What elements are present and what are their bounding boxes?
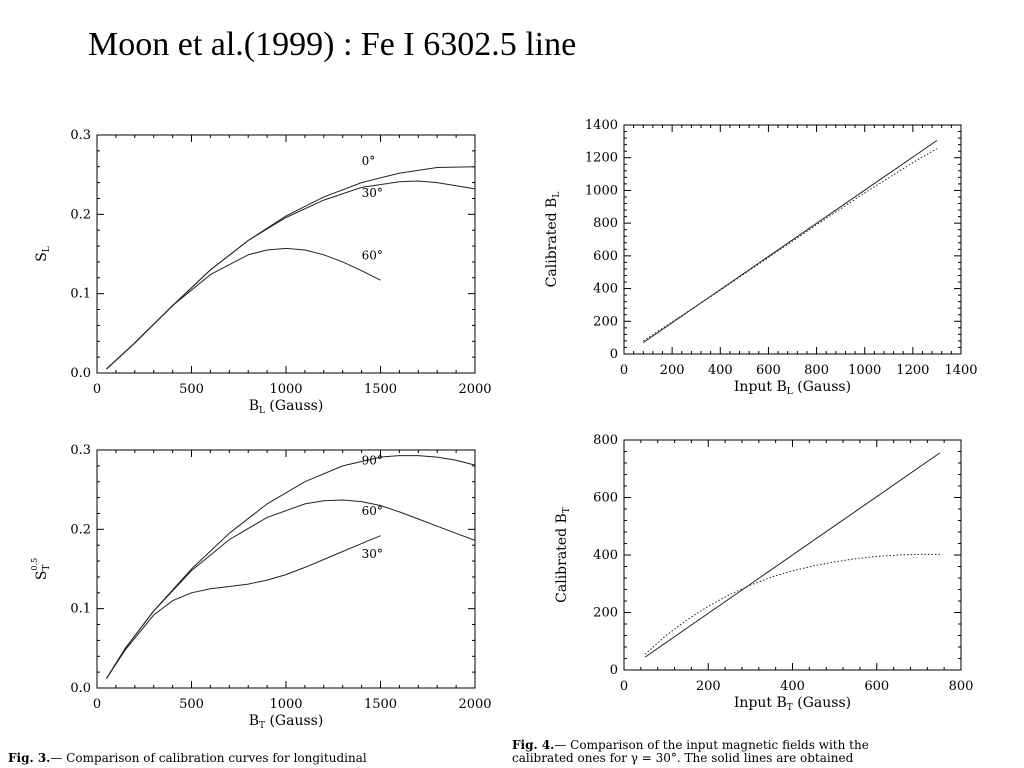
y-tick-label: 400 bbox=[593, 282, 618, 297]
y-tick-label: 0.1 bbox=[70, 602, 91, 617]
y-tick-label: 0.0 bbox=[70, 366, 91, 381]
x-tick-label: 1500 bbox=[364, 382, 397, 397]
x-axis-label: Input BT (Gauss) bbox=[734, 695, 851, 713]
x-tick-label: 600 bbox=[864, 679, 889, 694]
x-tick-label: 1000 bbox=[848, 363, 881, 378]
series-line-3 bbox=[106, 535, 381, 679]
x-axis-label: BT (Gauss) bbox=[249, 713, 324, 731]
x-tick-label: 1200 bbox=[896, 363, 929, 378]
series-line-1 bbox=[643, 140, 938, 344]
series-line-2 bbox=[644, 553, 940, 655]
y-axis-label: Calibrated BT bbox=[554, 507, 572, 603]
fig4-caption-line2: calibrated ones for γ = 30°. The solid l… bbox=[512, 751, 854, 765]
curve-label: 60° bbox=[362, 249, 383, 263]
fig4-caption-line1: — Comparison of the input magnetic field… bbox=[554, 738, 869, 752]
y-tick-label: 600 bbox=[593, 249, 618, 264]
x-tick-label: 500 bbox=[179, 382, 204, 397]
x-tick-label: 2000 bbox=[458, 382, 491, 397]
x-tick-label: 0 bbox=[93, 382, 101, 397]
y-axis-label: SL bbox=[34, 246, 52, 262]
curve-label: 30° bbox=[362, 547, 383, 561]
fig3-caption-label: Fig. 3. bbox=[8, 751, 51, 765]
y-tick-label: 0.3 bbox=[70, 443, 91, 458]
y-tick-label: 600 bbox=[593, 491, 618, 506]
curve-label: 30° bbox=[362, 186, 383, 200]
x-tick-label: 400 bbox=[780, 679, 805, 694]
y-axis-label: Calibrated BL bbox=[544, 192, 562, 288]
y-tick-label: 800 bbox=[593, 433, 618, 448]
x-tick-label: 2000 bbox=[458, 697, 491, 712]
y-tick-label: 1200 bbox=[585, 151, 618, 166]
y-tick-label: 0.3 bbox=[70, 128, 91, 143]
fig4-caption: Fig. 4.— Comparison of the input magneti… bbox=[512, 739, 869, 765]
x-tick-label: 1000 bbox=[269, 382, 302, 397]
y-tick-label: 0.0 bbox=[70, 681, 91, 696]
series-line-2 bbox=[106, 499, 476, 679]
y-axis-label: ST0.5 bbox=[30, 558, 52, 580]
y-tick-label: 0 bbox=[610, 347, 618, 362]
series-line-1 bbox=[644, 452, 941, 658]
y-tick-label: 0.2 bbox=[70, 522, 91, 537]
x-axis-label: BL (Gauss) bbox=[249, 398, 324, 416]
x-tick-label: 200 bbox=[696, 679, 721, 694]
curve-label: 60° bbox=[362, 504, 383, 518]
y-tick-label: 200 bbox=[593, 606, 618, 621]
y-tick-label: 0.1 bbox=[70, 287, 91, 302]
x-tick-label: 400 bbox=[708, 363, 733, 378]
y-tick-label: 200 bbox=[593, 314, 618, 329]
x-tick-label: 1000 bbox=[269, 697, 302, 712]
x-tick-label: 0 bbox=[620, 363, 628, 378]
y-tick-label: 1400 bbox=[585, 118, 618, 133]
y-tick-label: 400 bbox=[593, 548, 618, 563]
slide-title: Moon et al.(1999) : Fe I 6302.5 line bbox=[88, 26, 577, 63]
fig4-caption-label: Fig. 4. bbox=[512, 738, 555, 752]
y-tick-label: 1000 bbox=[585, 183, 618, 198]
x-axis-label: Input BL (Gauss) bbox=[734, 379, 851, 397]
series-line-3 bbox=[106, 247, 381, 370]
x-tick-label: 1500 bbox=[364, 697, 397, 712]
curve-label: 90° bbox=[362, 453, 383, 467]
x-tick-label: 0 bbox=[620, 679, 628, 694]
x-tick-label: 800 bbox=[949, 679, 974, 694]
y-tick-label: 0.2 bbox=[70, 207, 91, 222]
x-tick-label: 800 bbox=[804, 363, 829, 378]
plot-frame bbox=[623, 124, 962, 355]
y-tick-label: 800 bbox=[593, 216, 618, 231]
y-tick-label: 0 bbox=[610, 663, 618, 678]
fig3-caption: Fig. 3.— Comparison of calibration curve… bbox=[8, 752, 367, 765]
x-tick-label: 600 bbox=[756, 363, 781, 378]
x-tick-label: 0 bbox=[93, 697, 101, 712]
x-tick-label: 500 bbox=[179, 697, 204, 712]
fig3-caption-text: — Comparison of calibration curves for l… bbox=[50, 751, 367, 765]
curve-label: 0° bbox=[362, 154, 376, 168]
x-tick-label: 1400 bbox=[944, 363, 977, 378]
x-tick-label: 200 bbox=[660, 363, 685, 378]
